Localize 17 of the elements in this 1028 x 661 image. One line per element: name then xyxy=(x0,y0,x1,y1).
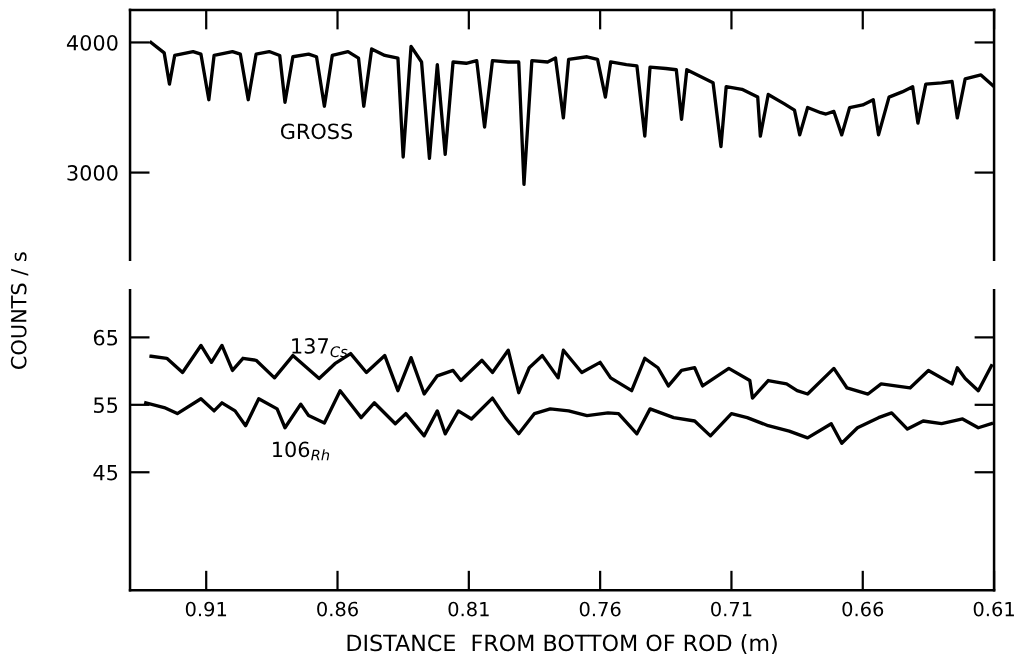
x-tick-label: 0.81 xyxy=(448,601,489,617)
y-tick-label: 3000 xyxy=(67,165,118,181)
x-tick-label: 0.71 xyxy=(711,601,752,617)
x-tick-label: 0.66 xyxy=(842,601,884,617)
y-tick-label: 45 xyxy=(93,464,118,481)
y-tick-label: 55 xyxy=(94,397,118,414)
x-tick-label: 0.86 xyxy=(317,601,358,617)
x-axis-title: DISTANCE FROM BOTTOM OF ROD (m) xyxy=(347,634,777,654)
series-label: 137$_{Cs}$ xyxy=(292,338,348,358)
x-tick-label: 0.91 xyxy=(185,601,227,617)
x-tick-label: 0.61 xyxy=(973,601,1014,617)
y-axis-title: COUNTS / s xyxy=(10,252,29,369)
series-label: 106$_{Rh}$ xyxy=(273,441,330,461)
y-tick-label: 4000 xyxy=(66,34,118,51)
x-tick-label: 0.76 xyxy=(579,601,621,617)
series-label: GROSS xyxy=(280,123,353,140)
y-tick-label: 65 xyxy=(93,329,118,346)
